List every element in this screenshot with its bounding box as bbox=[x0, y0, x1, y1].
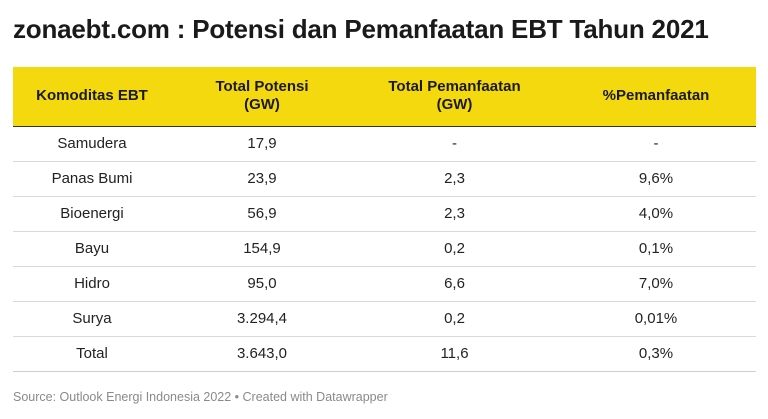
table-body: Samudera 17,9 - - Panas Bumi 23,9 2,3 9,… bbox=[13, 126, 756, 372]
column-header-label: Total Pemanfaatan bbox=[388, 78, 521, 96]
column-header-unit: (GW) bbox=[244, 96, 280, 114]
cell-total-pemanfaatan: 6,6 bbox=[353, 266, 556, 302]
cell-komoditas: Surya bbox=[13, 301, 171, 337]
cell-total-pemanfaatan: 2,3 bbox=[353, 161, 556, 197]
cell-komoditas: Bioenergi bbox=[13, 196, 171, 232]
column-header-label: Total Potensi bbox=[215, 78, 309, 96]
cell-komoditas: Panas Bumi bbox=[13, 161, 171, 197]
cell-komoditas: Hidro bbox=[13, 266, 171, 302]
footer-separator: • bbox=[231, 390, 243, 404]
cell-persen-pemanfaatan: 9,6% bbox=[556, 161, 756, 197]
column-header-unit: (GW) bbox=[436, 96, 473, 114]
column-header-persen-pemanfaatan[interactable]: %Pemanfaatan bbox=[556, 67, 756, 127]
cell-komoditas: Samudera bbox=[13, 126, 171, 162]
cell-persen-pemanfaatan: 7,0% bbox=[556, 266, 756, 302]
column-header-komoditas[interactable]: Komoditas EBT bbox=[13, 67, 171, 127]
cell-total-potensi: 17,9 bbox=[171, 126, 353, 162]
cell-total-potensi: 56,9 bbox=[171, 196, 353, 232]
cell-persen-pemanfaatan: 4,0% bbox=[556, 196, 756, 232]
cell-total-pemanfaatan: 2,3 bbox=[353, 196, 556, 232]
cell-total-potensi: 3.643,0 bbox=[171, 336, 353, 372]
column-header-total-pemanfaatan[interactable]: Total Pemanfaatan (GW) bbox=[353, 67, 556, 127]
cell-total-pemanfaatan: - bbox=[353, 126, 556, 162]
table-row-samudera: Samudera 17,9 - - bbox=[13, 126, 756, 162]
datawrapper-credit-link[interactable]: Created with Datawrapper bbox=[242, 390, 388, 404]
cell-persen-pemanfaatan: 0,3% bbox=[556, 336, 756, 372]
column-header-label: Komoditas EBT bbox=[36, 87, 148, 105]
cell-persen-pemanfaatan: 0,01% bbox=[556, 301, 756, 337]
table-row-bayu: Bayu 154,9 0,2 0,1% bbox=[13, 231, 756, 267]
column-header-label: %Pemanfaatan bbox=[602, 87, 710, 105]
table-row-panas-bumi: Panas Bumi 23,9 2,3 9,6% bbox=[13, 161, 756, 197]
cell-komoditas: Bayu bbox=[13, 231, 171, 267]
table-header: Komoditas EBT Total Potensi (GW) Total P… bbox=[13, 67, 756, 127]
table-row-bioenergi: Bioenergi 56,9 2,3 4,0% bbox=[13, 196, 756, 232]
cell-total-pemanfaatan: 0,2 bbox=[353, 301, 556, 337]
cell-total-pemanfaatan: 0,2 bbox=[353, 231, 556, 267]
cell-komoditas: Total bbox=[13, 336, 171, 372]
footer-note: Source: Outlook Energi Indonesia 2022 • … bbox=[13, 390, 388, 404]
table-row-total: Total 3.643,0 11,6 0,3% bbox=[13, 336, 756, 372]
cell-total-potensi: 23,9 bbox=[171, 161, 353, 197]
header-row: Komoditas EBT Total Potensi (GW) Total P… bbox=[13, 67, 756, 127]
table-row-hidro: Hidro 95,0 6,6 7,0% bbox=[13, 266, 756, 302]
cell-persen-pemanfaatan: 0,1% bbox=[556, 231, 756, 267]
cell-total-potensi: 154,9 bbox=[171, 231, 353, 267]
page-title: zonaebt.com : Potensi dan Pemanfaatan EB… bbox=[13, 14, 709, 44]
cell-persen-pemanfaatan: - bbox=[556, 126, 756, 162]
column-header-total-potensi[interactable]: Total Potensi (GW) bbox=[171, 67, 353, 127]
cell-total-potensi: 95,0 bbox=[171, 266, 353, 302]
cell-total-pemanfaatan: 11,6 bbox=[353, 336, 556, 372]
source-text: Source: Outlook Energi Indonesia 2022 bbox=[13, 390, 232, 404]
ebt-table: Komoditas EBT Total Potensi (GW) Total P… bbox=[13, 67, 756, 372]
table-row-surya: Surya 3.294,4 0,2 0,01% bbox=[13, 301, 756, 337]
cell-total-potensi: 3.294,4 bbox=[171, 301, 353, 337]
